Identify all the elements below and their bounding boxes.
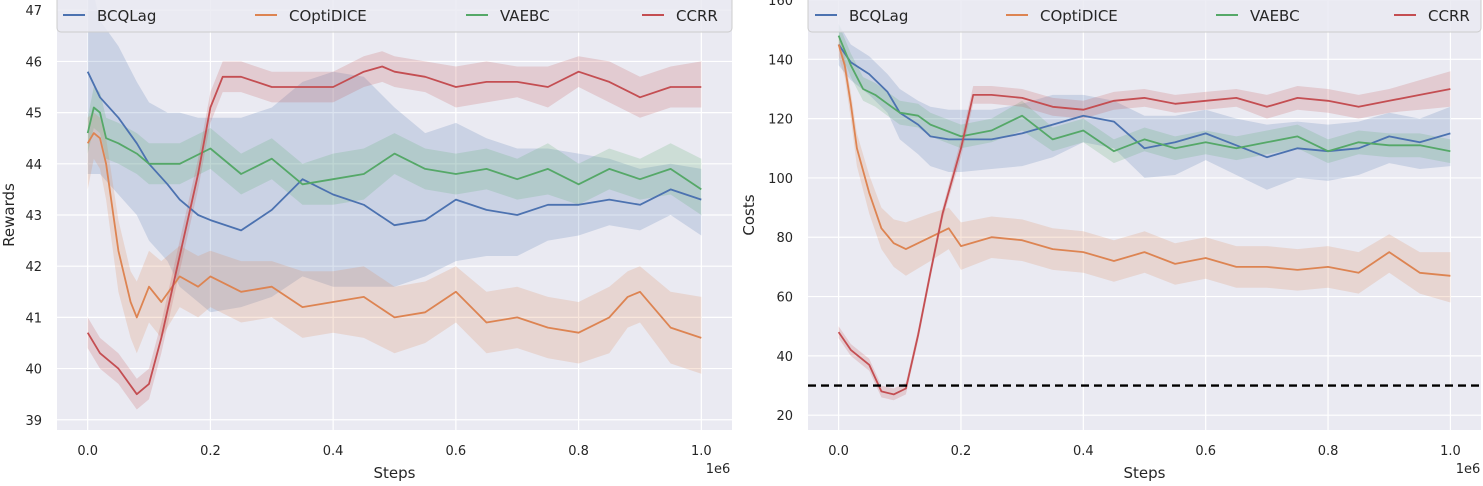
band-ccrr	[838, 71, 1451, 401]
x-tick-label: 0.0	[77, 444, 98, 459]
x-offset-label: 1e6	[706, 462, 731, 477]
x-tick-label: 0.6	[1195, 444, 1216, 459]
band-vaebc	[87, 87, 702, 215]
y-tick-label: 47	[25, 4, 42, 19]
x-tick-label: 0.8	[1318, 444, 1339, 459]
y-axis-label: Costs	[740, 194, 758, 235]
y-tick-label: 43	[25, 209, 42, 224]
x-tick-label: 0.6	[446, 444, 467, 459]
band-bcqlag	[87, 0, 702, 313]
line-ccrr	[837, 88, 1451, 396]
rewards-chart: 0.0 0.2 0.4 0.6 0.8 1.0 39 40 41 42 43 44 45 46 47 Step…	[0, 0, 733, 482]
x-tick-label: 0.0	[828, 444, 849, 459]
legend-label: VAEBC	[500, 7, 550, 25]
legend-label: CCRR	[1428, 7, 1470, 25]
y-tick-label: 45	[25, 107, 42, 122]
legend-item-ccrr: CCRR	[642, 7, 718, 25]
y-tick-label: 140	[768, 53, 793, 68]
y-tick-label: 46	[25, 55, 42, 70]
y-tick-label: 120	[768, 113, 793, 128]
legend-item-coptidice: COptiDICE	[255, 7, 367, 25]
y-tick-label: 60	[776, 291, 793, 306]
y-tick-label: 100	[768, 172, 793, 187]
y-tick-label: 80	[776, 231, 793, 246]
x-axis-label: Steps	[1124, 464, 1166, 482]
x-tick-label: 0.2	[951, 444, 972, 459]
y-tick-label: 40	[25, 363, 42, 378]
y-tick-label: 40	[776, 350, 793, 365]
x-tick-label: 0.8	[568, 444, 589, 459]
line-ccrr	[86, 65, 702, 396]
legend-label: COptiDICE	[289, 7, 367, 25]
x-tick-label: 1.0	[691, 444, 712, 459]
legend-label: CCRR	[676, 7, 718, 25]
legend-item-coptidice: COptiDICE	[1006, 7, 1118, 25]
x-tick-label: 0.4	[323, 444, 344, 459]
y-tick-label: 42	[25, 260, 42, 275]
y-tick-label: 41	[25, 311, 42, 326]
legend-label: VAEBC	[1250, 7, 1300, 25]
line-vaebc	[837, 35, 1451, 153]
legend: BCQLag COptiDICE VAEBC CCRR	[807, 0, 1482, 33]
legend-item-vaebc: VAEBC	[1216, 7, 1300, 25]
series-layer	[808, 23, 1481, 401]
legend-item-bcqlag: BCQLag	[815, 7, 908, 25]
plot-area	[808, 0, 1481, 430]
line-coptidice	[837, 44, 1451, 277]
line-coptidice	[86, 132, 702, 339]
x-offset-label: 1e6	[1456, 462, 1481, 477]
band-ccrr	[87, 51, 702, 410]
x-tick-label: 0.4	[1073, 444, 1094, 459]
y-tick-label: 44	[25, 158, 42, 173]
legend-label: BCQLag	[97, 7, 156, 25]
y-axis-label: Rewards	[0, 183, 18, 247]
legend: BCQLag COptiDICE VAEBC CCRR	[56, 0, 733, 33]
band-coptidice	[838, 35, 1451, 303]
legend-label: COptiDICE	[1040, 7, 1118, 25]
y-tick-label: 160	[768, 0, 793, 9]
legend-item-ccrr: CCRR	[1394, 7, 1470, 25]
legend-frame	[56, 0, 733, 33]
legend-item-vaebc: VAEBC	[466, 7, 550, 25]
band-coptidice	[87, 112, 702, 374]
legend-frame	[807, 0, 1482, 33]
line-vaebc	[86, 106, 702, 191]
x-tick-label: 0.2	[200, 444, 221, 459]
y-tick-label: 39	[25, 414, 42, 429]
costs-chart: 0.0 0.2 0.4 0.6 0.8 1.0 20 40 60 80 100 120 140 160 St…	[740, 0, 1482, 482]
band-vaebc	[838, 23, 1451, 164]
x-axis-label: Steps	[374, 464, 416, 482]
x-tick-label: 1.0	[1440, 444, 1461, 459]
y-tick-label: 20	[776, 409, 793, 424]
series-layer	[86, 0, 702, 410]
legend-label: BCQLag	[849, 7, 908, 25]
legend-item-bcqlag: BCQLag	[63, 7, 156, 25]
